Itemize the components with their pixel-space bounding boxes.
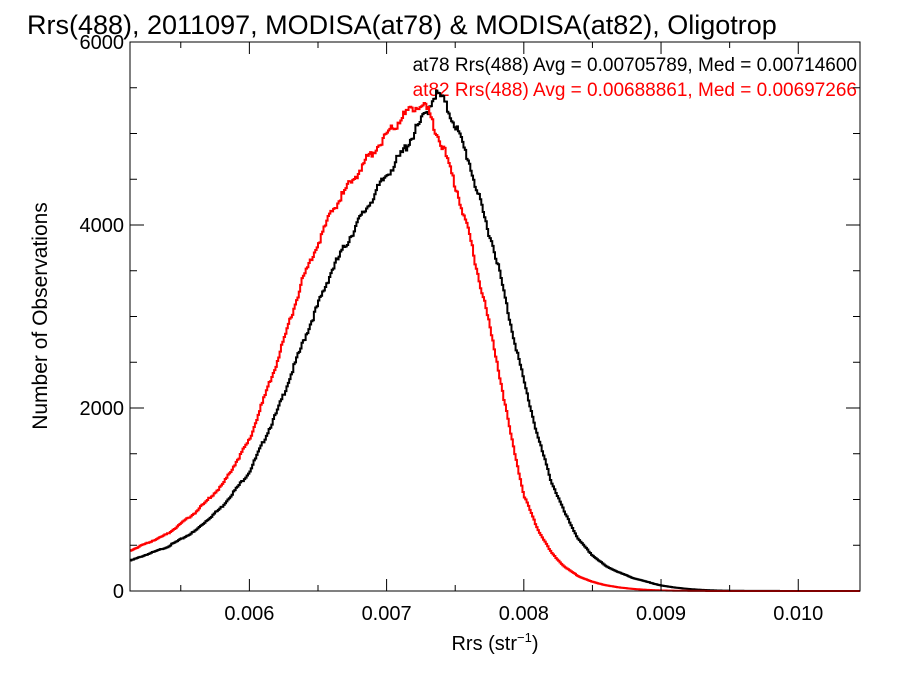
series-line-at78	[130, 89, 860, 592]
series-layer	[130, 89, 860, 592]
x-axis-label-close: )	[532, 633, 539, 655]
x-tick-label: 0.007	[362, 603, 412, 625]
y-tick-label: 0	[113, 581, 124, 603]
annotation-at78: at78 Rrs(488) Avg = 0.00705789, Med = 0.…	[413, 55, 857, 76]
x-tick-label: 0.006	[224, 603, 274, 625]
x-axis-label: Rrs (str−1)	[451, 630, 538, 655]
x-tick-label: 0.009	[636, 603, 686, 625]
ticks-layer: 0.006 0.007 0.008 0.009 0.010 0 2000 4000 6000	[80, 32, 860, 625]
x-axis-label-text: Rrs (str	[451, 633, 517, 655]
annotation-at82: at82 Rrs(488) Avg = 0.00688861, Med = 0.…	[413, 80, 857, 101]
series-line-at82	[130, 101, 860, 592]
plot-frame	[129, 41, 861, 592]
y-tick-label: 2000	[80, 398, 125, 420]
x-tick-label: 0.008	[499, 603, 549, 625]
y-tick-label: 6000	[80, 32, 125, 54]
y-axis-label: Number of Observations	[29, 202, 52, 430]
x-axis-label-superscript: −1	[517, 630, 532, 645]
chart-title: Rrs(488), 2011097, MODISA(at78) & MODISA…	[27, 10, 777, 40]
y-tick-label: 4000	[80, 215, 125, 237]
x-tick-label: 0.010	[773, 603, 823, 625]
